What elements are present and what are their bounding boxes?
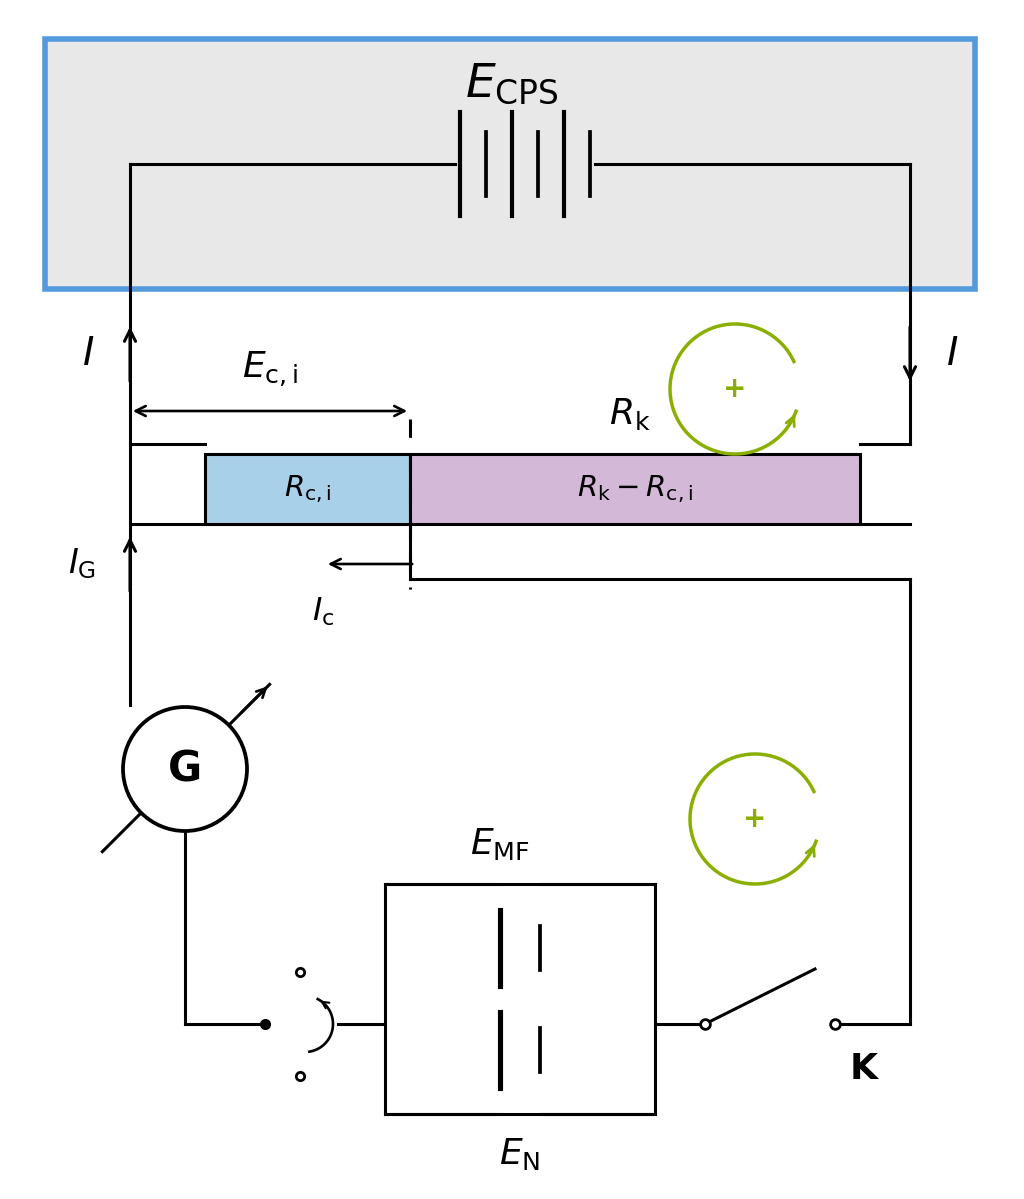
Text: $I_{\rm G}$: $I_{\rm G}$ xyxy=(68,547,96,582)
Text: +: + xyxy=(723,375,746,403)
Bar xyxy=(385,884,655,1114)
Text: G: G xyxy=(168,748,202,790)
Text: $R_{\rm k}-R_{\rm c,i}$: $R_{\rm k}-R_{\rm c,i}$ xyxy=(577,474,693,505)
Text: $I$: $I$ xyxy=(82,335,94,373)
Text: $E_{\rm N}$: $E_{\rm N}$ xyxy=(500,1135,541,1171)
Bar xyxy=(205,454,410,524)
Text: $R_{\rm k}$: $R_{\rm k}$ xyxy=(609,396,651,432)
Text: $I$: $I$ xyxy=(946,335,958,373)
Text: K: K xyxy=(850,1052,878,1086)
Text: $E_{\rm c,i}$: $E_{\rm c,i}$ xyxy=(242,350,298,388)
Text: $E_{\rm CPS}$: $E_{\rm CPS}$ xyxy=(465,61,559,107)
Circle shape xyxy=(123,707,247,831)
Bar xyxy=(45,40,975,289)
Text: $E_{\rm MF}$: $E_{\rm MF}$ xyxy=(470,826,529,862)
Text: $I_{\rm c}$: $I_{\rm c}$ xyxy=(312,596,334,628)
Text: +: + xyxy=(743,805,767,833)
Bar xyxy=(410,454,860,524)
Text: $R_{\rm c,i}$: $R_{\rm c,i}$ xyxy=(284,474,332,505)
